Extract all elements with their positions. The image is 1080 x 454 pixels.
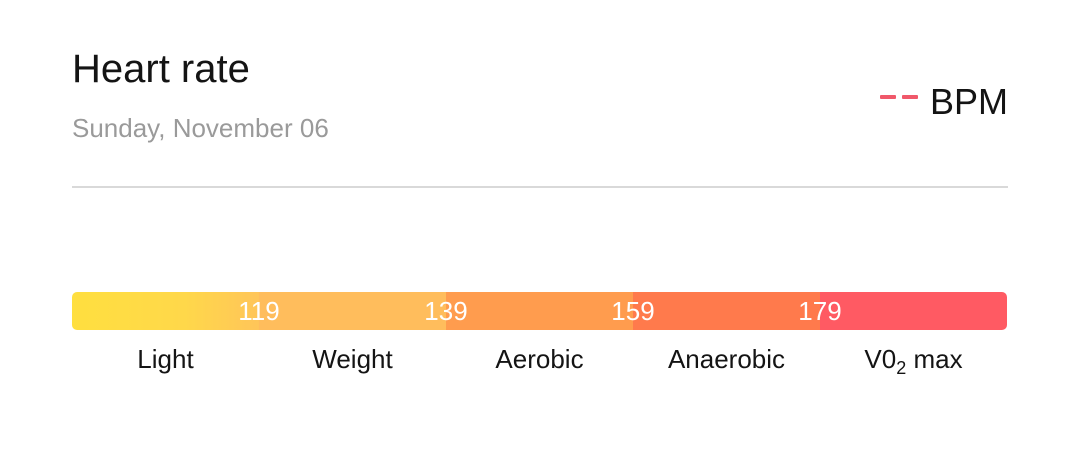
zone-label-vo2max-main: V0 [864, 344, 897, 374]
legend-dash [879, 95, 896, 99]
zone-label-vo2max-subscript: 2 [896, 358, 907, 379]
legend-dash [901, 95, 918, 99]
zone-label-vo2max: V02 max [820, 342, 1007, 379]
chart-legend: BPM [879, 80, 1008, 124]
legend-label-bpm: BPM [929, 81, 1008, 122]
zone-label-light: Light [137, 344, 194, 374]
divider [72, 186, 1008, 188]
card-date: Sunday, November 06 [72, 113, 329, 143]
zone-label-aerobic: Aerobic [495, 344, 584, 374]
zone-segment-vo2max [820, 292, 1007, 330]
zone-labels: Light Weight Aerobic Anaerobic V02 max [72, 342, 1007, 379]
zone-segment-weight [259, 292, 446, 330]
zone-label-vo2max-tail: max [906, 344, 963, 374]
dashed-line-icon [879, 95, 918, 99]
heart-rate-zone-bar [72, 292, 1007, 330]
zone-segment-anaerobic [633, 292, 820, 330]
zone-segment-light [72, 292, 259, 330]
zone-segment-aerobic [446, 292, 633, 330]
card-title: Heart rate [72, 47, 250, 91]
zone-label-anaerobic: Anaerobic [667, 344, 786, 374]
zone-label-weight: Weight [312, 344, 393, 374]
